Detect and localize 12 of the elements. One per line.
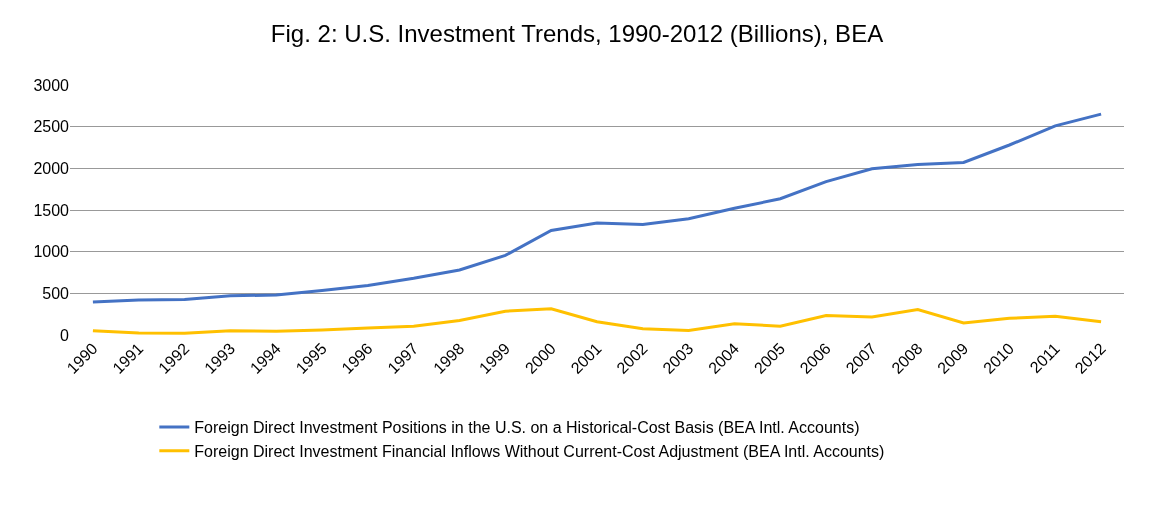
legend-label: Foreign Direct Investment Positions in the U.S. on a Historical-Cost Basis (BEA Intl. Accounts) <box>194 419 860 437</box>
y-tick-label: 2500 <box>33 118 70 136</box>
chart-title: Fig. 2: U.S. Investment Trends, 1990-2012 (Billions), BEA <box>270 20 884 48</box>
y-tick-label: 1500 <box>33 201 70 219</box>
y-tick-label: 3000 <box>33 76 70 94</box>
y-tick-label: 0 <box>60 326 70 344</box>
line-series <box>91 112 1103 304</box>
y-tick-label: 1000 <box>33 243 70 261</box>
legend-label: Foreign Direct Investment Financial Inflows Without Current-Cost Adjustment (BEA Intl. Accounts) <box>194 442 885 460</box>
y-tick-label: 2000 <box>33 159 70 177</box>
line-series <box>91 307 1103 335</box>
y-tick-label: 500 <box>42 284 70 302</box>
